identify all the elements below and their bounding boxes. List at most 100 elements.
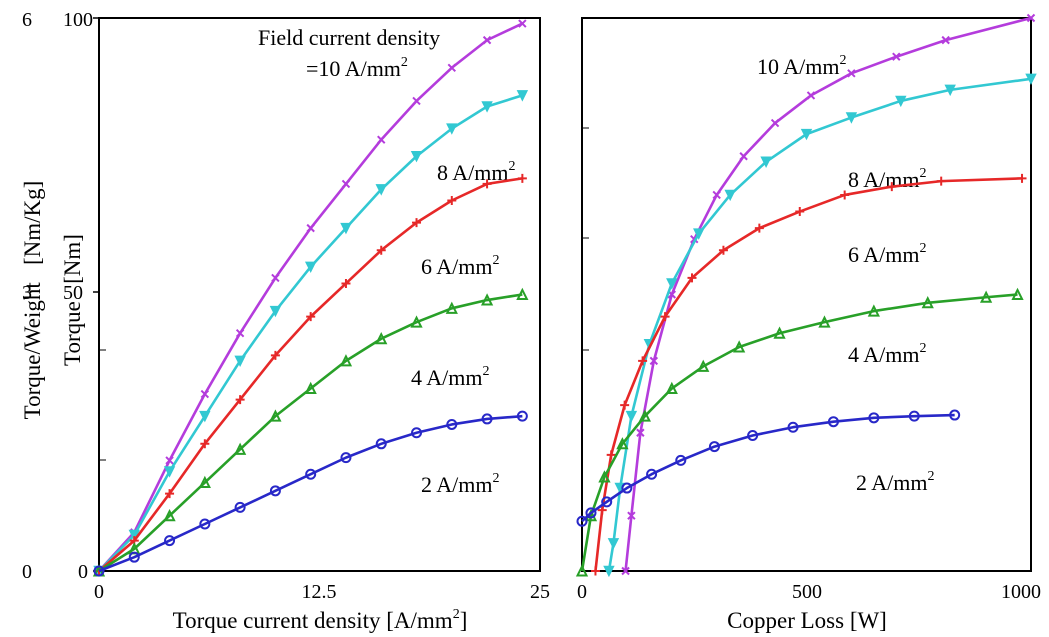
left-series-1-point-3 (199, 410, 211, 423)
right-series-4-point-6 (708, 441, 720, 453)
left-series-4-group (93, 410, 528, 577)
y-tick-torque-0: 0 (78, 561, 88, 583)
x-tick-left-0: 0 (94, 581, 104, 603)
right-series-line-3 (580, 293, 1018, 572)
right-series-0-point-8 (770, 118, 780, 128)
right-series-1-point-12 (944, 84, 956, 97)
left-series-3-point-3 (198, 475, 211, 489)
right-series-2-point-2 (606, 450, 616, 460)
right-series-2-point-7 (718, 245, 728, 255)
right-label-4-main: 4 A/mm (848, 342, 920, 367)
right-series-0-point-6 (712, 190, 721, 200)
right-label-6-sup: 2 (920, 241, 927, 256)
right-series-1-point-1 (607, 538, 620, 550)
right-series-line-1 (607, 77, 1032, 572)
y-tick-torque-100: 100 (63, 9, 93, 31)
y-tick-weight-0: 0 (22, 561, 32, 583)
left-series-3-point-4 (234, 442, 247, 455)
right-series-3-point-7 (733, 340, 746, 353)
right-series-4-point-0 (576, 515, 588, 527)
right-series-3-point-12 (979, 290, 993, 303)
y-tick-torque-50: 50 (63, 282, 83, 304)
left-series-0-point-6 (306, 223, 315, 233)
right-series-0-point-0 (621, 566, 630, 576)
right-series-0-point-2 (636, 428, 645, 437)
right-series-4-point-12 (949, 409, 961, 421)
left-series-1-point-5 (269, 305, 282, 318)
y-axis-title-torque-weight: Torque/Weight [Nm/Kg] (20, 181, 45, 420)
right-series-0-point-10 (847, 69, 856, 78)
right-series-4-point-9 (827, 416, 839, 428)
x-axis-title-left-sup: 2 (453, 607, 460, 622)
right-series-2-point-12 (936, 176, 946, 186)
left-series-1-point-4 (234, 355, 246, 368)
left-series-2-point-2 (165, 489, 175, 499)
right-series-2-point-8 (754, 223, 764, 233)
right-series-3-point-13 (1011, 287, 1024, 300)
right-label-2: 2 A/mm2 (856, 469, 935, 495)
left-series-3-point-12 (516, 287, 529, 300)
x-axis-title-left-end: ] (460, 608, 468, 633)
left-series-line-3 (98, 293, 523, 573)
left-series-1-point-1 (128, 529, 140, 542)
right-series-2-point-0 (590, 566, 600, 576)
right-label-10: 10 A/mm2 (757, 53, 847, 79)
right-series-1-point-8 (760, 156, 772, 168)
right-label-6-main: 6 A/mm (848, 242, 920, 267)
left-series-1-point-6 (304, 261, 317, 274)
left-series-4-point-6 (305, 468, 317, 480)
left-series-4-point-5 (269, 485, 281, 497)
left-series-2-point-6 (306, 312, 316, 322)
left-series-4-point-2 (164, 535, 176, 547)
left-series-2-point-8 (376, 245, 386, 255)
left-label-6-main: 6 A/mm (421, 254, 493, 279)
left-series-3-group (92, 287, 529, 577)
left-series-0-point-5 (271, 273, 280, 283)
left-series-2-point-11 (482, 179, 492, 189)
x-axis-title-left-main: Torque current density [A/mm (173, 608, 453, 633)
left-series-3-point-7 (339, 354, 353, 367)
right-series-3-point-10 (867, 304, 880, 317)
right-series-4-point-7 (747, 430, 759, 442)
left-label-4: 4 A/mm2 (411, 364, 490, 390)
y-tick-weight-6: 6 (22, 9, 32, 31)
x-tick-right-0: 0 (577, 581, 587, 603)
right-label-10-main: 10 A/mm (757, 54, 840, 79)
left-label-6: 6 A/mm2 (421, 253, 500, 279)
right-series-4-point-8 (787, 421, 799, 433)
left-series-0-point-3 (200, 389, 210, 399)
field-density-title-line1: Field current density (258, 25, 440, 50)
right-plot-frame (581, 17, 1032, 572)
left-series-3-point-6 (304, 381, 317, 395)
x-tick-right-1000: 1000 (1001, 581, 1041, 603)
right-series-3-point-9 (818, 315, 831, 328)
left-series-4-point-10 (446, 418, 458, 430)
left-series-4-point-0 (93, 565, 105, 577)
left-series-3-point-11 (480, 293, 494, 306)
x-axis-title-right: Copper Loss [W] (727, 608, 887, 633)
right-series-3-point-11 (921, 296, 934, 309)
right-series-2-point-5 (660, 312, 670, 322)
right-series-0-point-9 (806, 91, 816, 100)
right-series-0-point-3 (649, 356, 659, 366)
left-series-4-point-7 (340, 452, 352, 464)
right-series-1-point-13 (1025, 73, 1037, 86)
left-series-4-point-11 (481, 413, 493, 425)
left-series-4-point-3 (199, 518, 211, 530)
right-series-4-point-11 (908, 410, 920, 422)
right-series-0-point-11 (892, 52, 901, 61)
right-series-0-point-1 (627, 511, 636, 520)
left-series-1-point-10 (446, 123, 458, 135)
left-plot-frame (98, 17, 541, 572)
series-layer (92, 13, 1037, 578)
right-series-0-point-13 (1026, 13, 1036, 23)
left-series-4-point-8 (375, 438, 387, 450)
right-series-3-point-5 (665, 381, 678, 395)
right-series-1-point-7 (724, 189, 736, 202)
right-series-1-point-0 (603, 565, 615, 578)
right-label-4-sup: 2 (920, 341, 927, 356)
x-axis-title-left: Torque current density [A/mm2] (173, 607, 468, 633)
left-series-2-point-9 (412, 218, 422, 228)
right-label-6: 6 A/mm2 (848, 241, 927, 267)
